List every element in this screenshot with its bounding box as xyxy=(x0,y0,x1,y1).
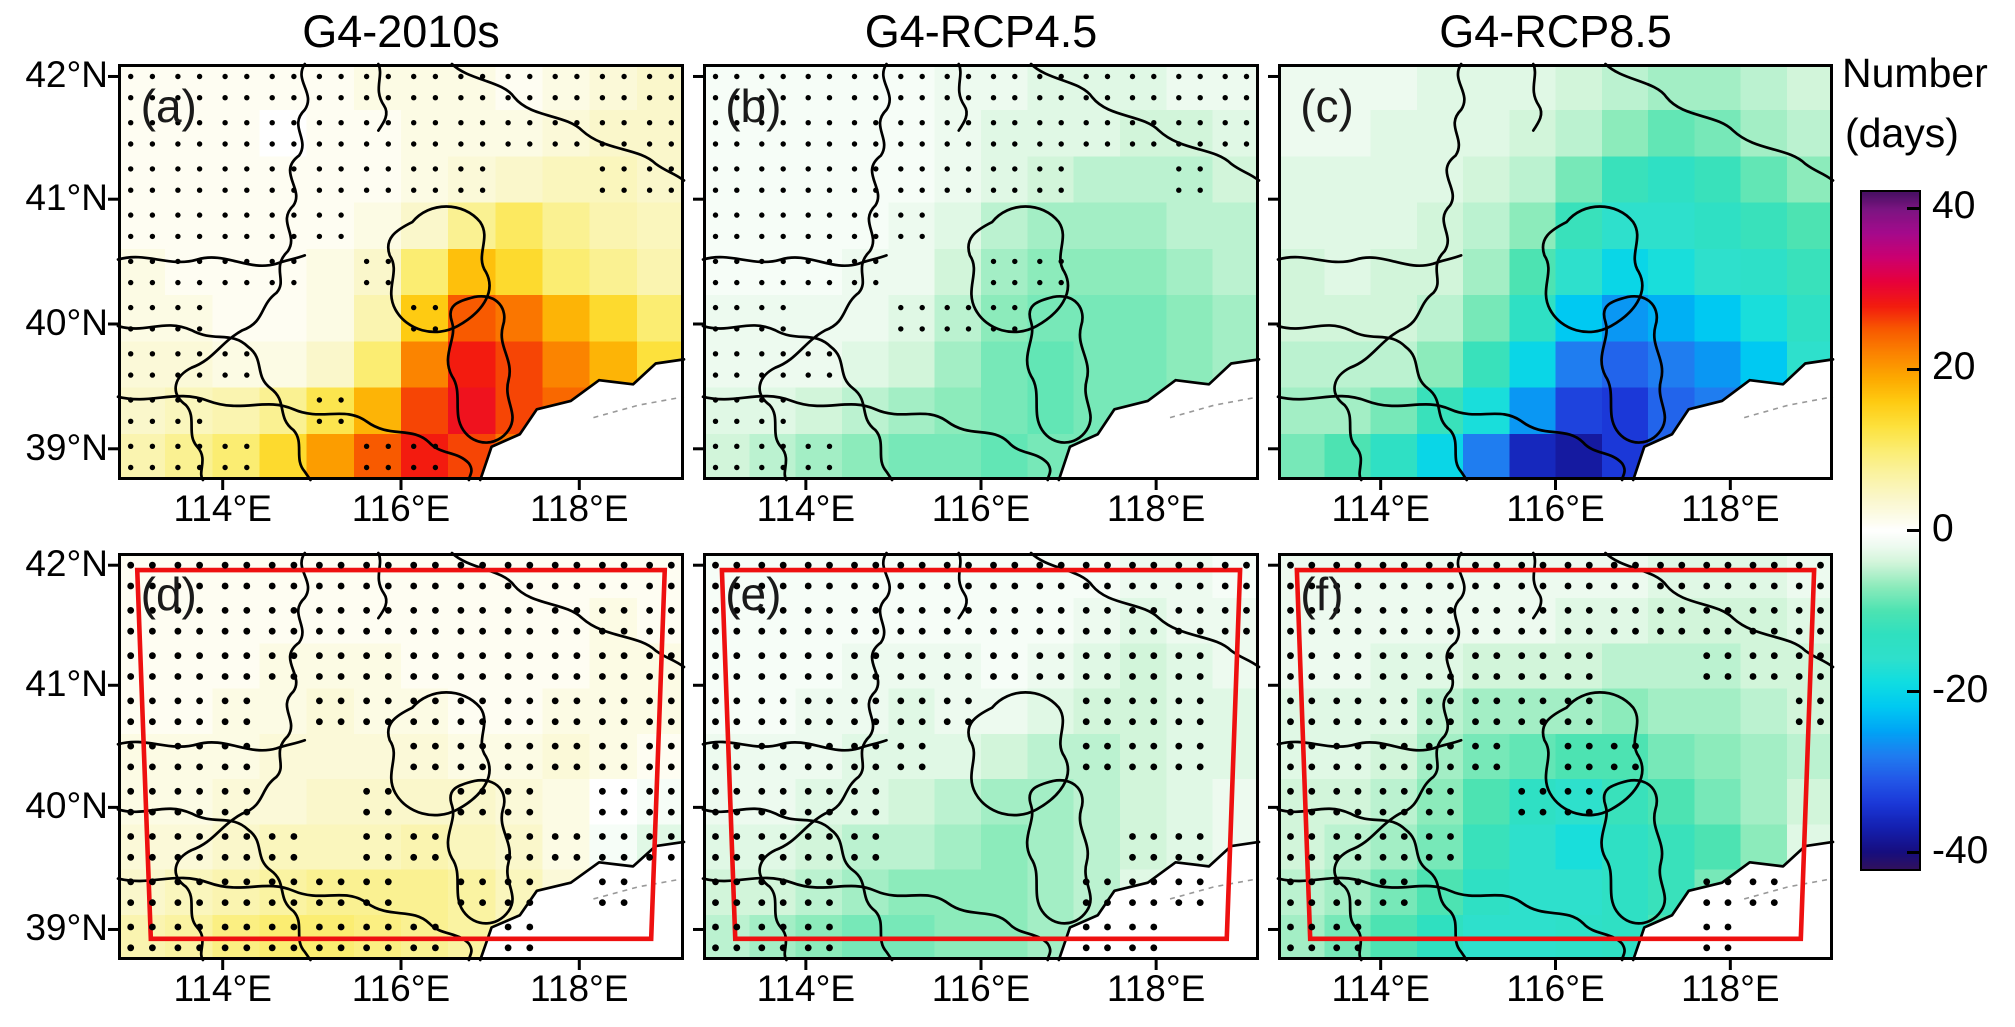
panel-letter-f: (f) xyxy=(1300,568,1344,621)
province-boundaries xyxy=(118,64,684,480)
colorbar-tick-label: -20 xyxy=(1932,667,1989,711)
sea-mask xyxy=(1633,359,1833,480)
panel-letter-b: (b) xyxy=(725,79,782,132)
y-tick-label: 42°N xyxy=(25,54,108,96)
x-tick-label: 114°E xyxy=(173,968,272,1009)
x-tick-label: 114°E xyxy=(1331,488,1430,529)
map-overlay xyxy=(108,553,684,970)
colorbar-tick-label: -40 xyxy=(1932,828,1989,872)
x-tick-label: 116°E xyxy=(931,968,1031,1009)
coastline xyxy=(1059,359,1259,480)
x-tick-label: 114°E xyxy=(756,968,856,1009)
province-boundaries xyxy=(1278,64,1833,480)
y-tick-label: 39°N xyxy=(25,426,108,468)
x-tick-label: 116°E xyxy=(1506,488,1605,529)
colorbar-tick xyxy=(1907,851,1919,855)
y-tick-label: 40°N xyxy=(25,302,108,344)
x-tick-label: 114°E xyxy=(173,488,272,529)
stipple-dots xyxy=(712,561,1250,952)
y-tick-label: 41°N xyxy=(25,177,108,219)
x-tick-label: 118°E xyxy=(1681,488,1780,529)
colorbar-title-line2: (days) xyxy=(1845,110,1959,156)
x-tick-label: 114°E xyxy=(1331,968,1430,1009)
y-tick-label: 41°N xyxy=(25,663,108,705)
map-panel-c: (c) xyxy=(1268,64,1833,490)
colorbar-title-line1: Number xyxy=(1842,50,1988,96)
y-tick-label: 39°N xyxy=(25,907,108,949)
colorbar-tick xyxy=(1907,367,1919,371)
stipple-dots xyxy=(127,561,675,952)
x-tick-label: 118°E xyxy=(1681,968,1780,1009)
x-tick-label: 118°E xyxy=(1106,968,1206,1009)
panel-border xyxy=(703,64,1259,480)
axis-ticks xyxy=(1268,563,1732,970)
x-tick-label: 118°E xyxy=(530,488,629,529)
panel-letter-a: (a) xyxy=(140,79,197,132)
coastline xyxy=(1633,359,1833,480)
coastline xyxy=(1633,842,1833,960)
red-region-box xyxy=(137,570,665,939)
map-panel-a: (a) xyxy=(108,64,684,490)
province-boundaries xyxy=(1278,553,1833,960)
panel-letter-c: (c) xyxy=(1300,79,1354,132)
panel-border xyxy=(703,553,1259,960)
column-title-g4-rcp85: G4-RCP8.5 xyxy=(1439,6,1672,57)
map-panel-f: (f) xyxy=(1268,553,1833,970)
axis-ticks xyxy=(108,563,581,970)
y-tick-label: 40°N xyxy=(25,785,108,827)
map-overlay xyxy=(1268,64,1833,490)
coastline xyxy=(480,359,684,480)
colorbar-tick-label: 40 xyxy=(1932,184,1976,228)
sea-mask xyxy=(1633,841,1833,960)
panel-border xyxy=(1278,553,1833,960)
coastline xyxy=(1059,842,1259,960)
x-tick-label: 118°E xyxy=(1106,488,1206,529)
axis-ticks xyxy=(693,74,1158,490)
colorbar-tick xyxy=(1907,690,1919,694)
x-tick-label: 114°E xyxy=(756,488,856,529)
province-boundaries xyxy=(703,64,1259,480)
x-tick-label: 116°E xyxy=(1506,968,1605,1009)
map-overlay xyxy=(108,64,684,490)
map-panel-e: (e) xyxy=(693,553,1259,970)
panel-letter-d: (d) xyxy=(140,568,197,621)
map-overlay xyxy=(1268,553,1833,970)
panel-border xyxy=(118,553,684,960)
stipple-dots xyxy=(712,73,1250,471)
axis-ticks xyxy=(108,74,581,490)
stipple-dots xyxy=(1287,561,1824,952)
panel-border xyxy=(1278,64,1833,480)
x-tick-label: 116°E xyxy=(351,488,451,529)
colorbar-tick-label: 0 xyxy=(1932,506,1954,550)
panel-border xyxy=(118,64,684,480)
red-region-box xyxy=(722,570,1240,939)
colorbar-tick xyxy=(1907,529,1919,532)
x-tick-label: 116°E xyxy=(351,968,451,1009)
map-overlay xyxy=(693,64,1259,490)
x-tick-label: 118°E xyxy=(530,968,629,1009)
x-tick-label: 116°E xyxy=(931,488,1031,529)
colorbar-tick-label: 20 xyxy=(1932,345,1976,389)
coastline xyxy=(480,842,684,960)
sea-mask xyxy=(480,841,684,960)
axis-ticks xyxy=(693,563,1158,970)
sea-mask xyxy=(480,359,684,480)
column-title-g4-2010s: G4-2010s xyxy=(302,6,500,57)
column-title-g4-rcp45: G4-RCP4.5 xyxy=(864,6,1098,57)
stipple-dots xyxy=(128,73,674,471)
sea-mask xyxy=(1058,841,1259,960)
sea-mask xyxy=(1058,359,1259,480)
panel-letter-e: (e) xyxy=(725,568,782,621)
map-panel-d: (d) xyxy=(108,553,684,970)
colorbar xyxy=(1860,190,1921,871)
axis-ticks xyxy=(1268,74,1732,490)
red-region-box xyxy=(1297,570,1814,939)
map-overlay xyxy=(693,553,1259,970)
y-tick-label: 42°N xyxy=(25,543,108,585)
map-panel-b: (b) xyxy=(693,64,1259,490)
colorbar-tick xyxy=(1907,206,1919,210)
